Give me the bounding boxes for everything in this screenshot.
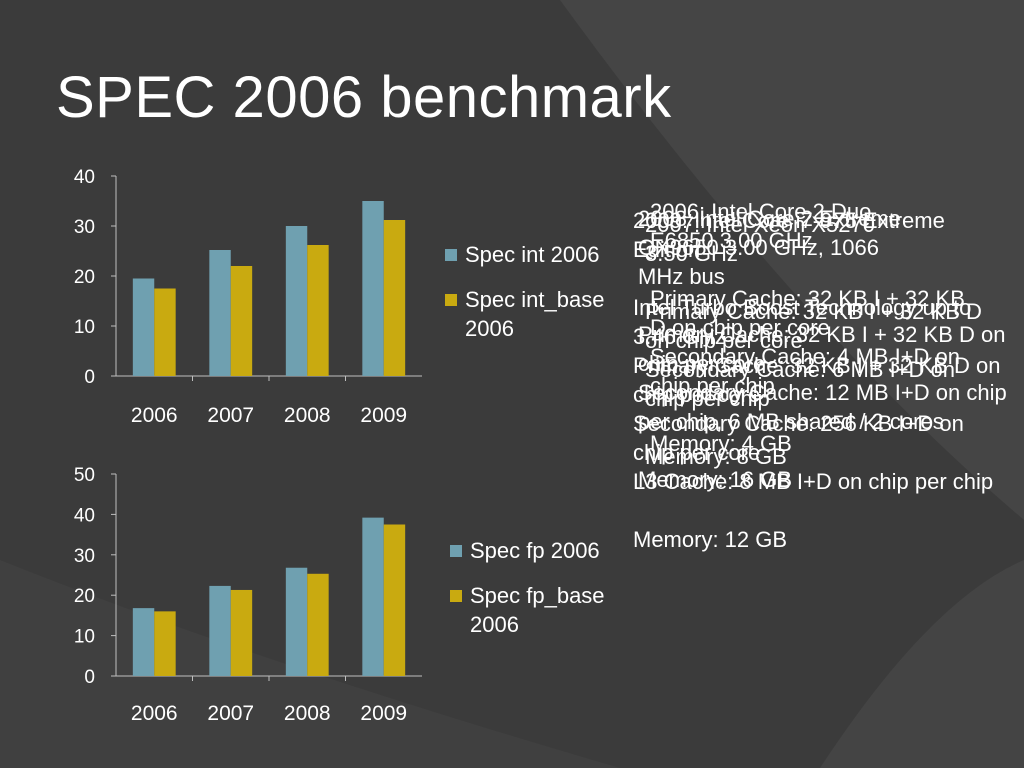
x-category-label: 2008: [284, 702, 331, 725]
spec-text-2008: 2008: Intel Core 2 Extreme QX9650 3.00 GH…: [638, 204, 1008, 494]
spec-fp-legend: Spec fp 2006 Spec fp_base 2006: [450, 536, 640, 655]
slide-title: SPEC 2006 benchmark: [56, 65, 672, 130]
spec-line: Memory: 16 GB: [638, 467, 793, 492]
y-tick-label: 10: [74, 627, 95, 648]
spec-line: L3 Cache: 8 MB I+D on chip per chip: [633, 469, 994, 494]
bar-spec-2009: [362, 201, 384, 376]
spec-text-2007: 2007: Intel Xeon X5270 3.50 GHz Primary C…: [645, 210, 985, 471]
spec-line: Intel Turbo Boost Technology up to 3.46 …: [633, 295, 972, 349]
legend-item-spec-fp-base: Spec fp_base 2006: [450, 581, 640, 639]
bar-spec-2008: [285, 567, 308, 676]
bar-spec-2007: [209, 585, 231, 676]
bar-spec-base-2007: [230, 589, 253, 676]
spec-line: 2006: Intel Core 2 Duo: [650, 199, 872, 224]
legend-item-spec-int: Spec int 2006: [445, 240, 635, 269]
legend-swatch-spec-int: [445, 249, 457, 261]
legend-item-spec-int-base: Spec int_base 2006: [445, 285, 635, 343]
legend-item-spec-fp: Spec fp 2006: [450, 536, 640, 565]
legend-label-spec-fp-base: Spec fp_base 2006: [470, 583, 605, 637]
y-tick-label: 40: [74, 505, 95, 526]
spec-line: Edition: [633, 237, 701, 262]
bar-spec-2009: [362, 517, 384, 676]
spec-line: 2008: Intel Core 2 Extreme: [638, 206, 901, 231]
spec-line: Primary Cache: 32 KB I + 32 KB D on chip…: [633, 353, 1001, 407]
legend-label-spec-int: Spec int 2006: [465, 242, 600, 267]
spec-line: Primary Cache: 32 KB I + 32 KB D on chip…: [645, 299, 982, 353]
bar-spec-base-2009: [383, 524, 406, 676]
bar-spec-base-2008: [307, 573, 329, 676]
bar-spec-base-2006: [154, 611, 176, 676]
y-tick-label: 40: [74, 167, 95, 188]
y-tick-label: 20: [74, 267, 95, 288]
x-category-label: 2006: [131, 702, 178, 725]
spec-line: Secondary Cache: 256 KB I+D on chip per …: [633, 411, 964, 465]
spec-line: QX9650 3.00 GHz, 1066: [638, 235, 879, 260]
bar-spec-2007: [209, 250, 231, 376]
y-tick-label: 0: [84, 367, 95, 388]
y-tick-label: 10: [74, 317, 95, 338]
spec-line: [633, 496, 1008, 525]
legend-swatch-spec-fp-base: [450, 590, 462, 602]
spec-int-legend: Spec int 2006 Spec int_base 2006: [445, 240, 635, 359]
spec-fp-chart-plot: 0 10 20 30 40 50 2006 2007 2008 2009: [74, 465, 422, 725]
spec-text-2006: 2006: Intel Core 2 Duo E6850 3.00 GHz Pri…: [650, 197, 970, 458]
spec-int-chart-plot: 0 10 20 30 40 2006 2007 2008 2009: [74, 167, 422, 427]
spec-line: Secondary Cache: 12 MB I+D on chip per c…: [638, 380, 1007, 434]
bar-spec-base-2006: [154, 288, 176, 376]
spec-line: 2007: Intel Xeon X5270: [645, 212, 875, 237]
spec-line: Secondary Cache: 4 MB I+D on chip per ch…: [650, 344, 960, 398]
spec-line: Secondary Cache: 6 MB I+D on chip per ch…: [645, 357, 955, 411]
bar-spec-2006: [132, 608, 155, 676]
spec-fp-chart: 0 10 20 30 40 50 2006 2007 2008 2009 Spec fp 2006…: [0, 458, 640, 748]
spec-line: E6850 3.00 GHz: [650, 228, 813, 253]
y-tick-label: 0: [84, 667, 95, 688]
x-category-label: 2006: [131, 404, 178, 427]
spec-line: Memory: 8 GB: [645, 444, 787, 469]
x-category-label: 2007: [207, 404, 254, 427]
spec-line: Memory: 4 GB: [650, 431, 792, 456]
spec-line: 3.50 GHz: [645, 241, 738, 266]
spec-line: MHz bus: [638, 264, 725, 289]
bar-spec-2008: [285, 226, 308, 376]
bar-spec-base-2008: [307, 245, 329, 376]
spec-int-chart: 0 10 20 30 40 2006 2007 2008 2009 Spec int 2006 …: [0, 160, 640, 440]
bar-spec-base-2009: [383, 220, 406, 376]
y-tick-label: 30: [74, 546, 95, 567]
spec-line: [633, 264, 1008, 293]
y-tick-label: 30: [74, 217, 95, 238]
bar-spec-2006: [132, 278, 155, 376]
x-category-label: 2007: [207, 702, 254, 725]
bar-spec-base-2007: [230, 266, 253, 376]
spec-text-2009: 2009: Intel Core i7-975 Extreme Edition I…: [633, 206, 1008, 554]
legend-swatch-spec-int-base: [445, 294, 457, 306]
x-category-label: 2008: [284, 404, 331, 427]
y-tick-label: 20: [74, 586, 95, 607]
spec-line: Primary Cache: 32 KB I + 32 KB D on chip…: [650, 286, 965, 340]
y-tick-label: 50: [74, 465, 95, 486]
legend-label-spec-int-base: Spec int_base 2006: [465, 287, 605, 341]
spec-line: 2009: Intel Core i7-975 Extreme: [633, 208, 945, 233]
legend-label-spec-fp: Spec fp 2006: [470, 538, 600, 563]
spec-line: Primary Cache: 32 KB I + 32 KB D on chip…: [638, 322, 1006, 376]
x-category-label: 2009: [360, 404, 407, 427]
spec-line: Memory: 12 GB: [633, 527, 788, 552]
legend-swatch-spec-fp: [450, 545, 462, 557]
x-category-label: 2009: [360, 702, 407, 725]
